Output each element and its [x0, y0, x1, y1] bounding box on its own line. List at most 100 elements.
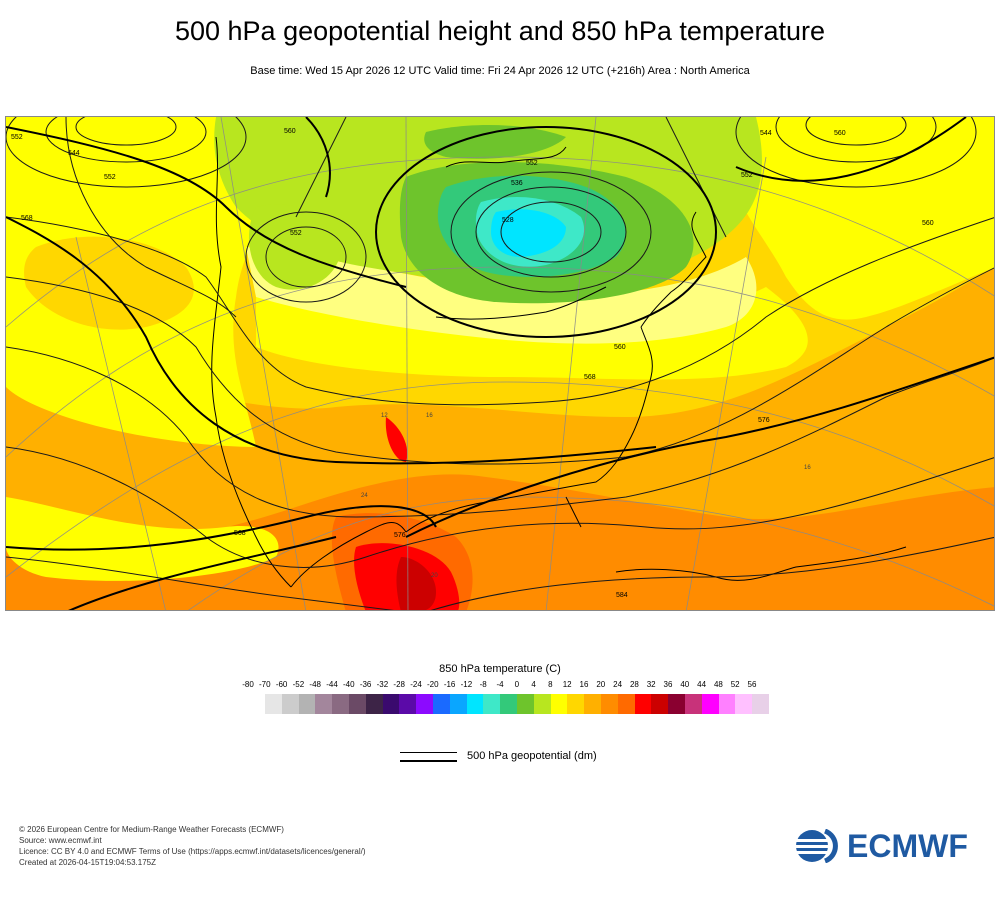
legend-tick-label: 0 — [514, 680, 520, 689]
legend-swatch — [500, 694, 517, 714]
legend-tick-label: -12 — [460, 680, 473, 689]
legend-tick-label: 52 — [730, 680, 740, 689]
legend-tick-label: 16 — [579, 680, 589, 689]
legend-tick-label: 8 — [548, 680, 553, 689]
legend-tick-label: -32 — [376, 680, 389, 689]
footer: © 2026 European Centre for Medium-Range … — [19, 824, 366, 868]
legend-swatch — [315, 694, 333, 714]
legend-swatch — [701, 694, 719, 714]
map-subtitle: Base time: Wed 15 Apr 2026 12 UTC Valid … — [250, 65, 750, 77]
legend-swatch — [348, 694, 366, 714]
legend-swatch — [281, 694, 299, 714]
legend-tick-label: -36 — [359, 680, 372, 689]
created-text: Created at 2026-04-15T19:04:53.175Z — [19, 858, 156, 867]
contour-label: 536 — [511, 180, 523, 187]
geopotential-line-thin — [400, 752, 457, 753]
legend-swatch — [365, 694, 383, 714]
legend-tick-label: -4 — [496, 680, 504, 689]
legend-swatch — [516, 694, 534, 714]
contour-label: 560 — [834, 130, 846, 137]
legend-swatch — [265, 694, 282, 714]
legend-tick-label: 12 — [562, 680, 572, 689]
contour-label: 568 — [234, 530, 246, 537]
legend-swatch — [382, 694, 400, 714]
legend-tick-label: 40 — [680, 680, 690, 689]
map-title: 500 hPa geopotential height and 850 hPa … — [174, 16, 825, 46]
legend-tick-label: 28 — [629, 680, 639, 689]
legend-tick-label: 48 — [713, 680, 723, 689]
legend-tick-label: 56 — [747, 680, 757, 689]
legend-swatch — [449, 694, 467, 714]
legend-tick-label: -52 — [292, 680, 305, 689]
contour-label: 552 — [741, 172, 753, 179]
contour-label: 560 — [614, 344, 626, 351]
copyright-text: © 2026 European Centre for Medium-Range … — [19, 825, 284, 834]
legend-swatch — [684, 694, 702, 714]
contour-label: 552 — [104, 174, 116, 181]
contour-label: 560 — [284, 128, 296, 135]
licence-text: Licence: CC BY 4.0 and ECMWF Terms of Us… — [19, 847, 366, 856]
legend-swatch — [617, 694, 635, 714]
legend-tick-label: -28 — [393, 680, 405, 689]
contour-label: 576 — [758, 417, 770, 424]
ecmwf-logo: ECMWF — [795, 826, 985, 866]
legend-title: 850 hPa temperature (C) — [439, 663, 561, 675]
legend-swatch — [634, 694, 652, 714]
legend-swatch — [533, 694, 551, 714]
temp-label: 20 — [431, 573, 438, 579]
contour-label: 584 — [616, 592, 628, 599]
contour-label: 544 — [760, 130, 772, 137]
legend-tick-label: -8 — [479, 680, 487, 689]
legend-swatch — [752, 694, 769, 714]
legend-tick-label: -80 — [242, 680, 254, 689]
temp-label: 16 — [426, 413, 433, 419]
geopotential-legend: 500 hPa geopotential (dm) — [400, 748, 660, 768]
geopotential-legend-label: 500 hPa geopotential (dm) — [467, 750, 597, 762]
legend-tick-label: -60 — [275, 680, 288, 689]
legend-ticks: -80 -70 -60 -52 -48 -44 -40 -36 -32 -28 -24 -20 -16-… — [0, 680, 1000, 692]
legend-tick-label: -40 — [343, 680, 355, 689]
legend-tick-label: 20 — [596, 680, 606, 689]
contour-label: 528 — [502, 217, 514, 224]
temp-label: 16 — [804, 465, 811, 471]
source-text: Source: www.ecmwf.int — [19, 836, 102, 845]
legend-swatch — [432, 694, 450, 714]
legend-swatch — [550, 694, 568, 714]
geopotential-line-thick — [400, 760, 457, 762]
legend-swatch — [567, 694, 585, 714]
legend-tick-label: 32 — [646, 680, 656, 689]
legend-tick-label: -20 — [427, 680, 439, 689]
legend-tick-label: -70 — [259, 680, 271, 689]
contour-label: 568 — [584, 374, 596, 381]
legend-swatch — [332, 694, 349, 714]
legend-swatch — [668, 694, 685, 714]
temp-label: 24 — [361, 493, 368, 499]
legend-swatch — [735, 694, 753, 714]
legend-tick-label: 24 — [613, 680, 623, 689]
legend-swatch — [651, 694, 669, 714]
legend-swatch — [416, 694, 433, 714]
contour-label: 568 — [21, 215, 33, 222]
ecmwf-logo-text: ECMWF — [847, 827, 968, 864]
ecmwf-logo-icon — [795, 829, 841, 863]
legend-tick-label: 44 — [697, 680, 707, 689]
legend-tick-label: -44 — [326, 680, 338, 689]
legend-swatch — [600, 694, 618, 714]
weather-map: 552 544 552 568 560 552 552 536 528 560 … — [5, 116, 995, 611]
contour-label: 552 — [290, 230, 302, 237]
legend-swatch — [399, 694, 417, 714]
legend-swatch — [718, 694, 736, 714]
temp-label: 12 — [381, 413, 388, 419]
contour-label: 576 — [394, 532, 406, 539]
legend-swatch — [466, 694, 484, 714]
legend-tick-label: -16 — [443, 680, 456, 689]
legend-swatch — [483, 694, 501, 714]
color-scale — [265, 694, 769, 714]
legend-swatch — [584, 694, 601, 714]
legend-tick-label: 36 — [663, 680, 673, 689]
legend-swatch — [298, 694, 316, 714]
contour-label: 552 — [11, 134, 23, 141]
contour-label: 544 — [68, 150, 80, 157]
legend-tick-label: -48 — [309, 680, 321, 689]
contour-label: 560 — [922, 220, 934, 227]
